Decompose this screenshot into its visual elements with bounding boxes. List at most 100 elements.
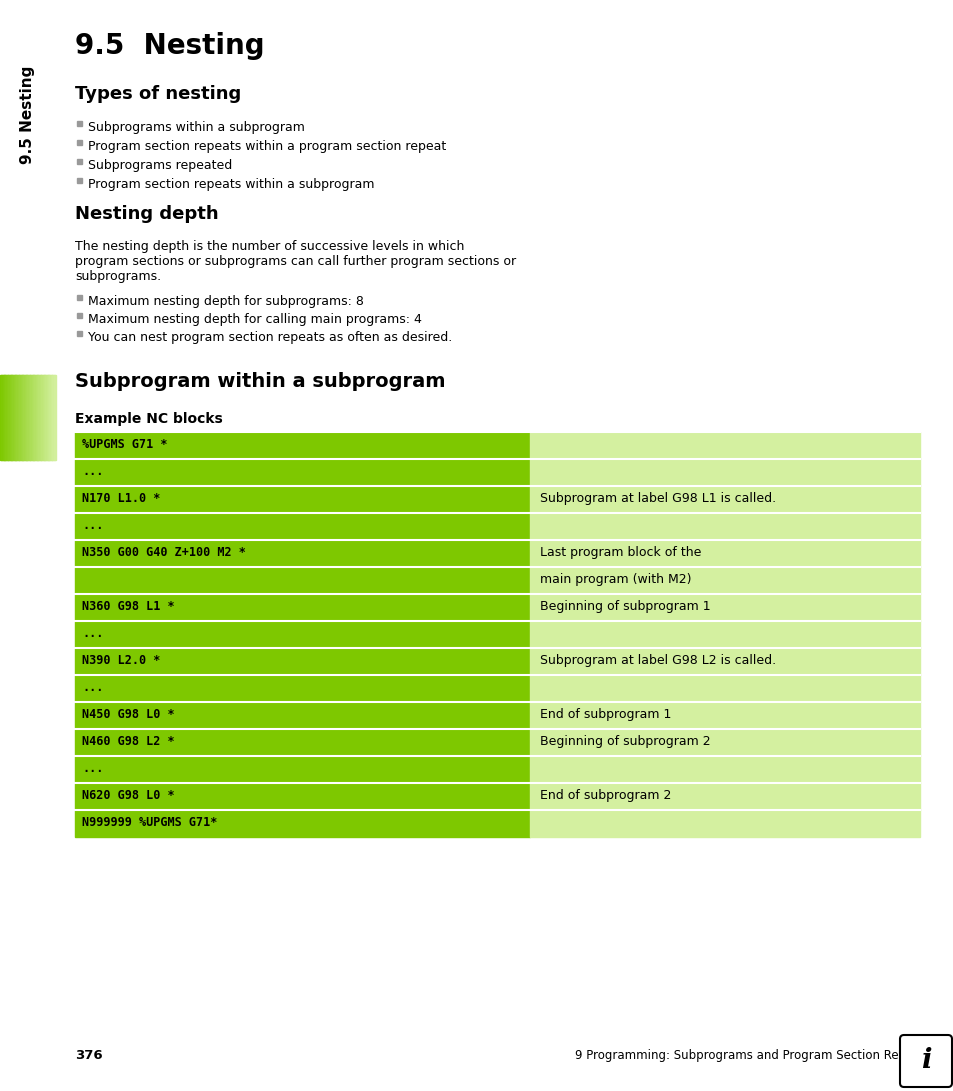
Bar: [11, 375, 13, 460]
Text: 9 Programming: Subprograms and Program Section Repeats: 9 Programming: Subprograms and Program S…: [575, 1050, 930, 1062]
Bar: [530, 621, 919, 648]
Text: Beginning of subprogram 2: Beginning of subprogram 2: [539, 735, 710, 748]
Bar: [75, 459, 530, 485]
Bar: [75, 648, 530, 675]
Bar: [530, 459, 919, 485]
Bar: [75, 783, 530, 810]
Text: N450 G98 L0 *: N450 G98 L0 *: [82, 708, 174, 721]
Bar: [77, 159, 82, 164]
Text: 9.5  Nesting: 9.5 Nesting: [75, 32, 264, 60]
Bar: [7, 375, 10, 460]
Text: N999999 %UPGMS G71*: N999999 %UPGMS G71*: [82, 816, 217, 829]
Bar: [13, 375, 16, 460]
Bar: [75, 621, 530, 648]
Bar: [24, 375, 26, 460]
Bar: [75, 810, 530, 837]
Bar: [75, 594, 530, 621]
Bar: [35, 375, 38, 460]
Text: %UPGMS G71 *: %UPGMS G71 *: [82, 437, 168, 451]
Bar: [530, 756, 919, 783]
Bar: [75, 540, 530, 567]
Bar: [12, 375, 14, 460]
Text: N170 L1.0 *: N170 L1.0 *: [82, 492, 160, 505]
Text: ...: ...: [82, 762, 103, 775]
Text: Subprogram at label G98 L1 is called.: Subprogram at label G98 L1 is called.: [539, 492, 776, 505]
Text: Subprograms within a subprogram: Subprograms within a subprogram: [88, 121, 305, 134]
Text: Types of nesting: Types of nesting: [75, 85, 241, 103]
Bar: [47, 375, 49, 460]
Text: Program section repeats within a program section repeat: Program section repeats within a program…: [88, 140, 446, 153]
Text: ...: ...: [82, 519, 103, 532]
Bar: [530, 702, 919, 729]
Text: Maximum nesting depth for calling main programs: 4: Maximum nesting depth for calling main p…: [88, 313, 421, 326]
Bar: [75, 432, 530, 459]
Bar: [1, 375, 4, 460]
Bar: [530, 648, 919, 675]
Bar: [77, 121, 82, 125]
Bar: [10, 375, 12, 460]
Bar: [22, 375, 25, 460]
Text: Subprogram at label G98 L2 is called.: Subprogram at label G98 L2 is called.: [539, 654, 776, 667]
Bar: [530, 729, 919, 756]
Text: Subprogram within a subprogram: Subprogram within a subprogram: [75, 372, 445, 391]
Bar: [3, 375, 5, 460]
Bar: [77, 140, 82, 145]
Bar: [48, 375, 51, 460]
Bar: [530, 513, 919, 540]
Text: N360 G98 L1 *: N360 G98 L1 *: [82, 600, 174, 613]
Bar: [51, 375, 53, 460]
Bar: [31, 375, 34, 460]
Bar: [75, 729, 530, 756]
Bar: [43, 375, 45, 460]
Bar: [77, 178, 82, 183]
Text: End of subprogram 2: End of subprogram 2: [539, 789, 671, 802]
Bar: [75, 513, 530, 540]
Text: Example NC blocks: Example NC blocks: [75, 412, 222, 425]
Bar: [26, 375, 29, 460]
Bar: [530, 594, 919, 621]
Bar: [4, 375, 7, 460]
Bar: [530, 567, 919, 594]
Bar: [33, 375, 35, 460]
Text: 9.5 Nesting: 9.5 Nesting: [20, 65, 35, 164]
Bar: [530, 783, 919, 810]
Bar: [75, 702, 530, 729]
Text: N620 G98 L0 *: N620 G98 L0 *: [82, 789, 174, 802]
Bar: [21, 375, 23, 460]
Text: Nesting depth: Nesting depth: [75, 205, 218, 223]
Text: Subprograms repeated: Subprograms repeated: [88, 159, 232, 172]
Bar: [28, 375, 30, 460]
Text: main program (with M2): main program (with M2): [539, 573, 691, 586]
Bar: [75, 567, 530, 594]
Bar: [41, 375, 44, 460]
Bar: [75, 756, 530, 783]
Text: Beginning of subprogram 1: Beginning of subprogram 1: [539, 600, 710, 613]
Bar: [18, 375, 20, 460]
Text: N460 G98 L2 *: N460 G98 L2 *: [82, 735, 174, 748]
Text: ...: ...: [82, 465, 103, 478]
Text: Last program block of the: Last program block of the: [539, 546, 700, 559]
Text: ...: ...: [82, 627, 103, 640]
Text: i: i: [920, 1047, 930, 1075]
Text: Program section repeats within a subprogram: Program section repeats within a subprog…: [88, 178, 375, 191]
Text: Maximum nesting depth for subprograms: 8: Maximum nesting depth for subprograms: 8: [88, 295, 363, 308]
Bar: [15, 375, 17, 460]
Bar: [19, 375, 22, 460]
Text: End of subprogram 1: End of subprogram 1: [539, 708, 671, 721]
Text: N390 L2.0 *: N390 L2.0 *: [82, 654, 160, 667]
Bar: [30, 375, 32, 460]
Bar: [530, 540, 919, 567]
FancyBboxPatch shape: [899, 1035, 951, 1087]
Bar: [25, 375, 27, 460]
Text: N350 G00 G40 Z+100 M2 *: N350 G00 G40 Z+100 M2 *: [82, 546, 246, 559]
Bar: [75, 675, 530, 702]
Text: program sections or subprograms can call further program sections or: program sections or subprograms can call…: [75, 255, 516, 268]
Bar: [16, 375, 19, 460]
Bar: [37, 375, 39, 460]
Text: The nesting depth is the number of successive levels in which: The nesting depth is the number of succe…: [75, 240, 464, 253]
Bar: [52, 375, 54, 460]
Bar: [29, 375, 31, 460]
Text: You can nest program section repeats as often as desired.: You can nest program section repeats as …: [88, 331, 452, 344]
Text: subprograms.: subprograms.: [75, 269, 161, 283]
Bar: [530, 432, 919, 459]
